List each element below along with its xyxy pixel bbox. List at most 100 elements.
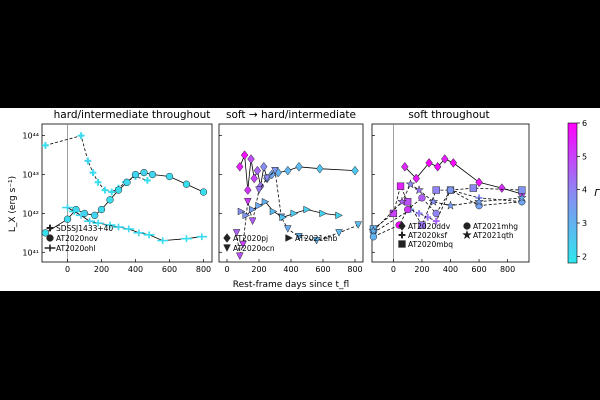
x-tick-label: 400 bbox=[443, 265, 458, 274]
data-point-AT2021qth bbox=[428, 196, 439, 206]
data-point-AT2020pj bbox=[236, 161, 244, 172]
data-point-AT2020ohl bbox=[196, 233, 208, 241]
legend-label: AT2020ocn bbox=[233, 244, 275, 253]
data-point-AT2021ehb bbox=[242, 211, 251, 220]
x-tick-label: 400 bbox=[128, 265, 143, 274]
data-point-AT2021mhg bbox=[418, 194, 426, 202]
colorbar-tick-label: 5 bbox=[582, 152, 587, 161]
data-point-SDSSJ1433+40 bbox=[77, 132, 85, 140]
data-point-AT2021mhg bbox=[446, 186, 455, 194]
panel-title-soft: soft throughout bbox=[408, 109, 489, 121]
x-tick-label: 800 bbox=[347, 265, 362, 274]
legend-marker-AT2020ohl bbox=[44, 244, 56, 252]
data-point-AT2021qth bbox=[368, 225, 379, 236]
colorbar-tick-label: 6 bbox=[582, 119, 587, 128]
data-point-AT2020ohl bbox=[104, 221, 116, 229]
data-point-AT2020ksf bbox=[415, 210, 423, 217]
data-point-AT2020nov bbox=[182, 180, 191, 188]
data-point-AT2020ksf bbox=[432, 217, 440, 225]
data-point-AT2021ehb bbox=[248, 205, 257, 214]
plot-frame bbox=[218, 123, 364, 263]
colorbar: 2 3 4 5 6 Γ bbox=[567, 119, 600, 264]
data-point-AT2020ocn bbox=[243, 198, 252, 206]
data-point-AT2020ocn bbox=[255, 186, 263, 195]
data-point-AT2021qth bbox=[474, 196, 484, 206]
data-point-AT2020mbq bbox=[469, 184, 477, 192]
data-point-AT2020nov bbox=[140, 168, 148, 177]
data-point-AT2020ddv bbox=[401, 161, 409, 172]
data-point-AT2020nov bbox=[91, 211, 99, 220]
data-point-AT2020ddv bbox=[412, 173, 420, 184]
data-point-AT2020ohl bbox=[113, 223, 124, 231]
legend-label: AT2020mbq bbox=[408, 240, 453, 249]
data-point-AT2021ehb bbox=[255, 201, 263, 210]
x-tick-label: 200 bbox=[94, 265, 109, 274]
colorbar-tick-label: 4 bbox=[582, 186, 587, 195]
data-point-AT2021ehb bbox=[335, 211, 343, 220]
data-point-AT2020ocn bbox=[312, 236, 321, 245]
x-tick-label: 600 bbox=[162, 265, 177, 274]
data-point-AT2020ocn bbox=[295, 233, 303, 241]
data-point-SDSSJ1433+40 bbox=[42, 141, 49, 149]
data-point-AT2020mbq bbox=[418, 221, 426, 229]
data-point-AT2021qth bbox=[516, 192, 527, 203]
data-point-AT2020mbq bbox=[518, 186, 526, 194]
data-point-AT2021mhg bbox=[404, 205, 412, 214]
data-point-AT2020nov bbox=[199, 188, 208, 196]
panel-hard-intermediate: 0 200 400 600 800 10⁴¹ 10⁴² 10⁴³ 10⁴⁴ SDSSJ1433+4… bbox=[22, 123, 213, 274]
data-point-AT2020ohl bbox=[75, 211, 87, 219]
data-point-AT2020mbq bbox=[404, 198, 412, 206]
series-line-AT2021qth bbox=[373, 183, 522, 232]
data-point-AT2020nov bbox=[148, 170, 157, 179]
data-point-AT2020pj bbox=[284, 165, 292, 176]
legend-marker-AT2021ehb bbox=[285, 234, 293, 242]
data-point-AT2020ddv bbox=[433, 161, 442, 172]
data-point-AT2020mbq bbox=[389, 209, 398, 218]
data-point-AT2020nov bbox=[63, 215, 72, 223]
y-tick-label: 10⁴¹ bbox=[22, 248, 39, 257]
data-point-AT2020nov bbox=[106, 196, 114, 204]
data-point-AT2021ehb bbox=[261, 197, 270, 206]
data-point-AT2020pj bbox=[295, 161, 303, 172]
legend-marker-AT2020ksf bbox=[398, 231, 406, 239]
data-point-AT2020ocn bbox=[263, 174, 271, 183]
data-point-AT2020pj bbox=[268, 169, 276, 180]
data-point-AT2020ohl bbox=[68, 208, 80, 215]
y-tick-label: 10⁴⁴ bbox=[22, 132, 39, 141]
legend-marker-AT2021mhg bbox=[463, 222, 471, 230]
data-point-AT2020pj bbox=[351, 165, 359, 176]
data-point-AT2020ddv bbox=[449, 158, 458, 168]
data-point-AT2020pj bbox=[260, 161, 268, 172]
legend-marker-AT2020ddv bbox=[398, 221, 406, 231]
data-point-AT2021ehb bbox=[279, 213, 287, 222]
data-point-AT2020ocn bbox=[248, 217, 257, 226]
legend-label: AT2020nov bbox=[56, 234, 99, 243]
data-point-AT2020ocn bbox=[232, 229, 241, 237]
data-point-AT2020mbq bbox=[396, 182, 405, 190]
data-point-AT2021ehb bbox=[290, 209, 299, 218]
data-point-AT2020nov bbox=[123, 178, 131, 186]
data-point-AT2020nov bbox=[114, 186, 123, 194]
data-point-AT2021qth bbox=[414, 184, 425, 195]
legend-label: SDSSJ1433+40 bbox=[56, 224, 113, 233]
figure: hard/intermediate throughout soft → hard… bbox=[0, 108, 600, 291]
data-point-AT2020pj bbox=[316, 163, 324, 174]
data-point-AT2020ocn bbox=[354, 221, 363, 230]
data-point-AT2021mhg bbox=[432, 209, 440, 218]
series-line-AT2020ocn bbox=[236, 169, 359, 257]
data-point-AT2020nov bbox=[131, 170, 140, 179]
data-point-AT2020ddv bbox=[498, 183, 506, 193]
x-tick-label: 200 bbox=[414, 265, 429, 274]
data-point-AT2020ohl bbox=[143, 231, 155, 239]
data-point-SDSSJ1433+40 bbox=[84, 157, 92, 165]
colorbar-tick-label: 3 bbox=[582, 219, 587, 228]
data-point-AT2020ohl bbox=[92, 219, 104, 227]
data-point-AT2020ohl bbox=[181, 235, 192, 243]
legend-marker-AT2021qth bbox=[462, 229, 472, 240]
data-point-AT2020ddv bbox=[425, 158, 433, 168]
x-tick-label: 0 bbox=[65, 265, 70, 274]
data-point-SDSSJ1433+40 bbox=[108, 188, 116, 196]
y-axis-label: L_X (erg s⁻¹) bbox=[8, 176, 18, 232]
data-point-AT2021mhg bbox=[369, 233, 378, 241]
